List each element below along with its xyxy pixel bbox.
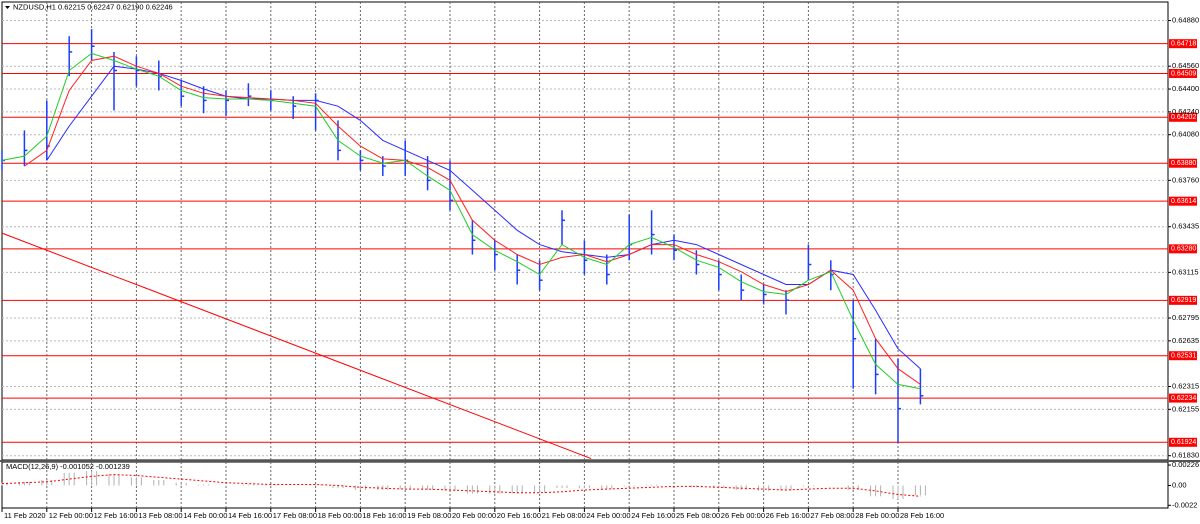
y-tick-label: 0.63115 (1172, 267, 1199, 276)
y-tick-label: 0.61830 (1172, 451, 1199, 460)
moving-average (1, 52, 921, 390)
x-tick-label: 24 Feb 16:00 (631, 511, 675, 520)
x-tick-label: 18 Feb 00:00 (318, 511, 362, 520)
x-tick-label: 12 Feb 16:00 (94, 511, 138, 520)
level-label: 0.62919 (1171, 297, 1196, 304)
moving-average (46, 65, 921, 370)
y-tick-label: 0.64400 (1172, 84, 1199, 93)
level-label-box (1169, 244, 1197, 254)
level-label: 0.63614 (1171, 198, 1196, 205)
y-tick-label: 0.64560 (1172, 61, 1199, 70)
y-tick-label: 0.62795 (1172, 313, 1199, 322)
level-label: 0.64509 (1171, 70, 1196, 77)
x-tick-label: 25 Feb 08:00 (676, 511, 720, 520)
x-tick-label: 21 Feb 08:00 (542, 511, 586, 520)
x-tick-label: 24 Feb 00:00 (586, 511, 630, 520)
x-tick-label: 14 Feb 16:00 (228, 511, 272, 520)
level-label-box (1169, 295, 1197, 305)
y-tick-label: 0.62635 (1172, 336, 1199, 345)
level-label-box (1169, 393, 1197, 403)
level-label: 0.64718 (1171, 41, 1196, 48)
level-label: 0.64202 (1171, 114, 1196, 121)
title-arrow (5, 6, 10, 9)
x-tick-label: 17 Feb 08:00 (273, 511, 317, 520)
x-tick-label: 19 Feb 08:00 (407, 511, 451, 520)
macd-title: MACD(12,26,9) -0.001052 -0.001239 (6, 462, 130, 471)
level-label-box (1169, 196, 1197, 206)
x-tick-label: 12 Feb 00:00 (49, 511, 93, 520)
level-label: 0.63880 (1171, 160, 1196, 167)
level-label: 0.61924 (1171, 439, 1196, 446)
level-label-box (1169, 39, 1197, 49)
level-label-box (1169, 437, 1197, 447)
y-tick-label: 0.62155 (1172, 404, 1199, 413)
x-tick-label: 26 Feb 00:00 (721, 511, 765, 520)
level-label-box (1169, 68, 1197, 78)
x-tick-label: 20 Feb 00:00 (452, 511, 496, 520)
macd-signal (1, 474, 921, 497)
moving-average (24, 55, 921, 385)
x-tick-label: 28 Feb 16:00 (900, 511, 944, 520)
x-tick-label: 20 Feb 16:00 (497, 511, 541, 520)
y-tick-label: 0.62315 (1172, 382, 1199, 391)
y-tick-label: 0.00 (1172, 480, 1187, 489)
x-tick-label: 26 Feb 16:00 (766, 511, 810, 520)
chart-title: NZDUSD,H1 0.62215 0.62247 0.62190 0.6224… (13, 2, 173, 11)
trendline (1, 232, 592, 460)
level-label: 0.62531 (1171, 353, 1196, 360)
level-label: 0.63280 (1171, 246, 1196, 253)
y-tick-label: -0.0022 (1172, 500, 1197, 509)
x-tick-label: 13 Feb 08:00 (138, 511, 182, 520)
y-tick-label: 0.00226 (1172, 460, 1199, 469)
y-tick-label: 0.64240 (1172, 107, 1199, 116)
level-label-box (1169, 112, 1197, 122)
y-tick-label: 0.63435 (1172, 222, 1199, 231)
x-tick-label: 14 Feb 00:00 (183, 511, 227, 520)
x-tick-label: 27 Feb 08:00 (810, 511, 854, 520)
x-tick-label: 18 Feb 16:00 (362, 511, 406, 520)
level-label: 0.62234 (1171, 395, 1196, 402)
level-label-box (1169, 351, 1197, 361)
x-tick-label: 11 Feb 2020 (4, 511, 46, 520)
x-tick-label: 28 Feb 00:00 (855, 511, 899, 520)
y-tick-label: 0.64080 (1172, 130, 1199, 139)
y-tick-label: 0.64880 (1172, 16, 1199, 25)
level-label-box (1169, 158, 1197, 168)
y-tick-label: 0.63760 (1172, 175, 1199, 184)
